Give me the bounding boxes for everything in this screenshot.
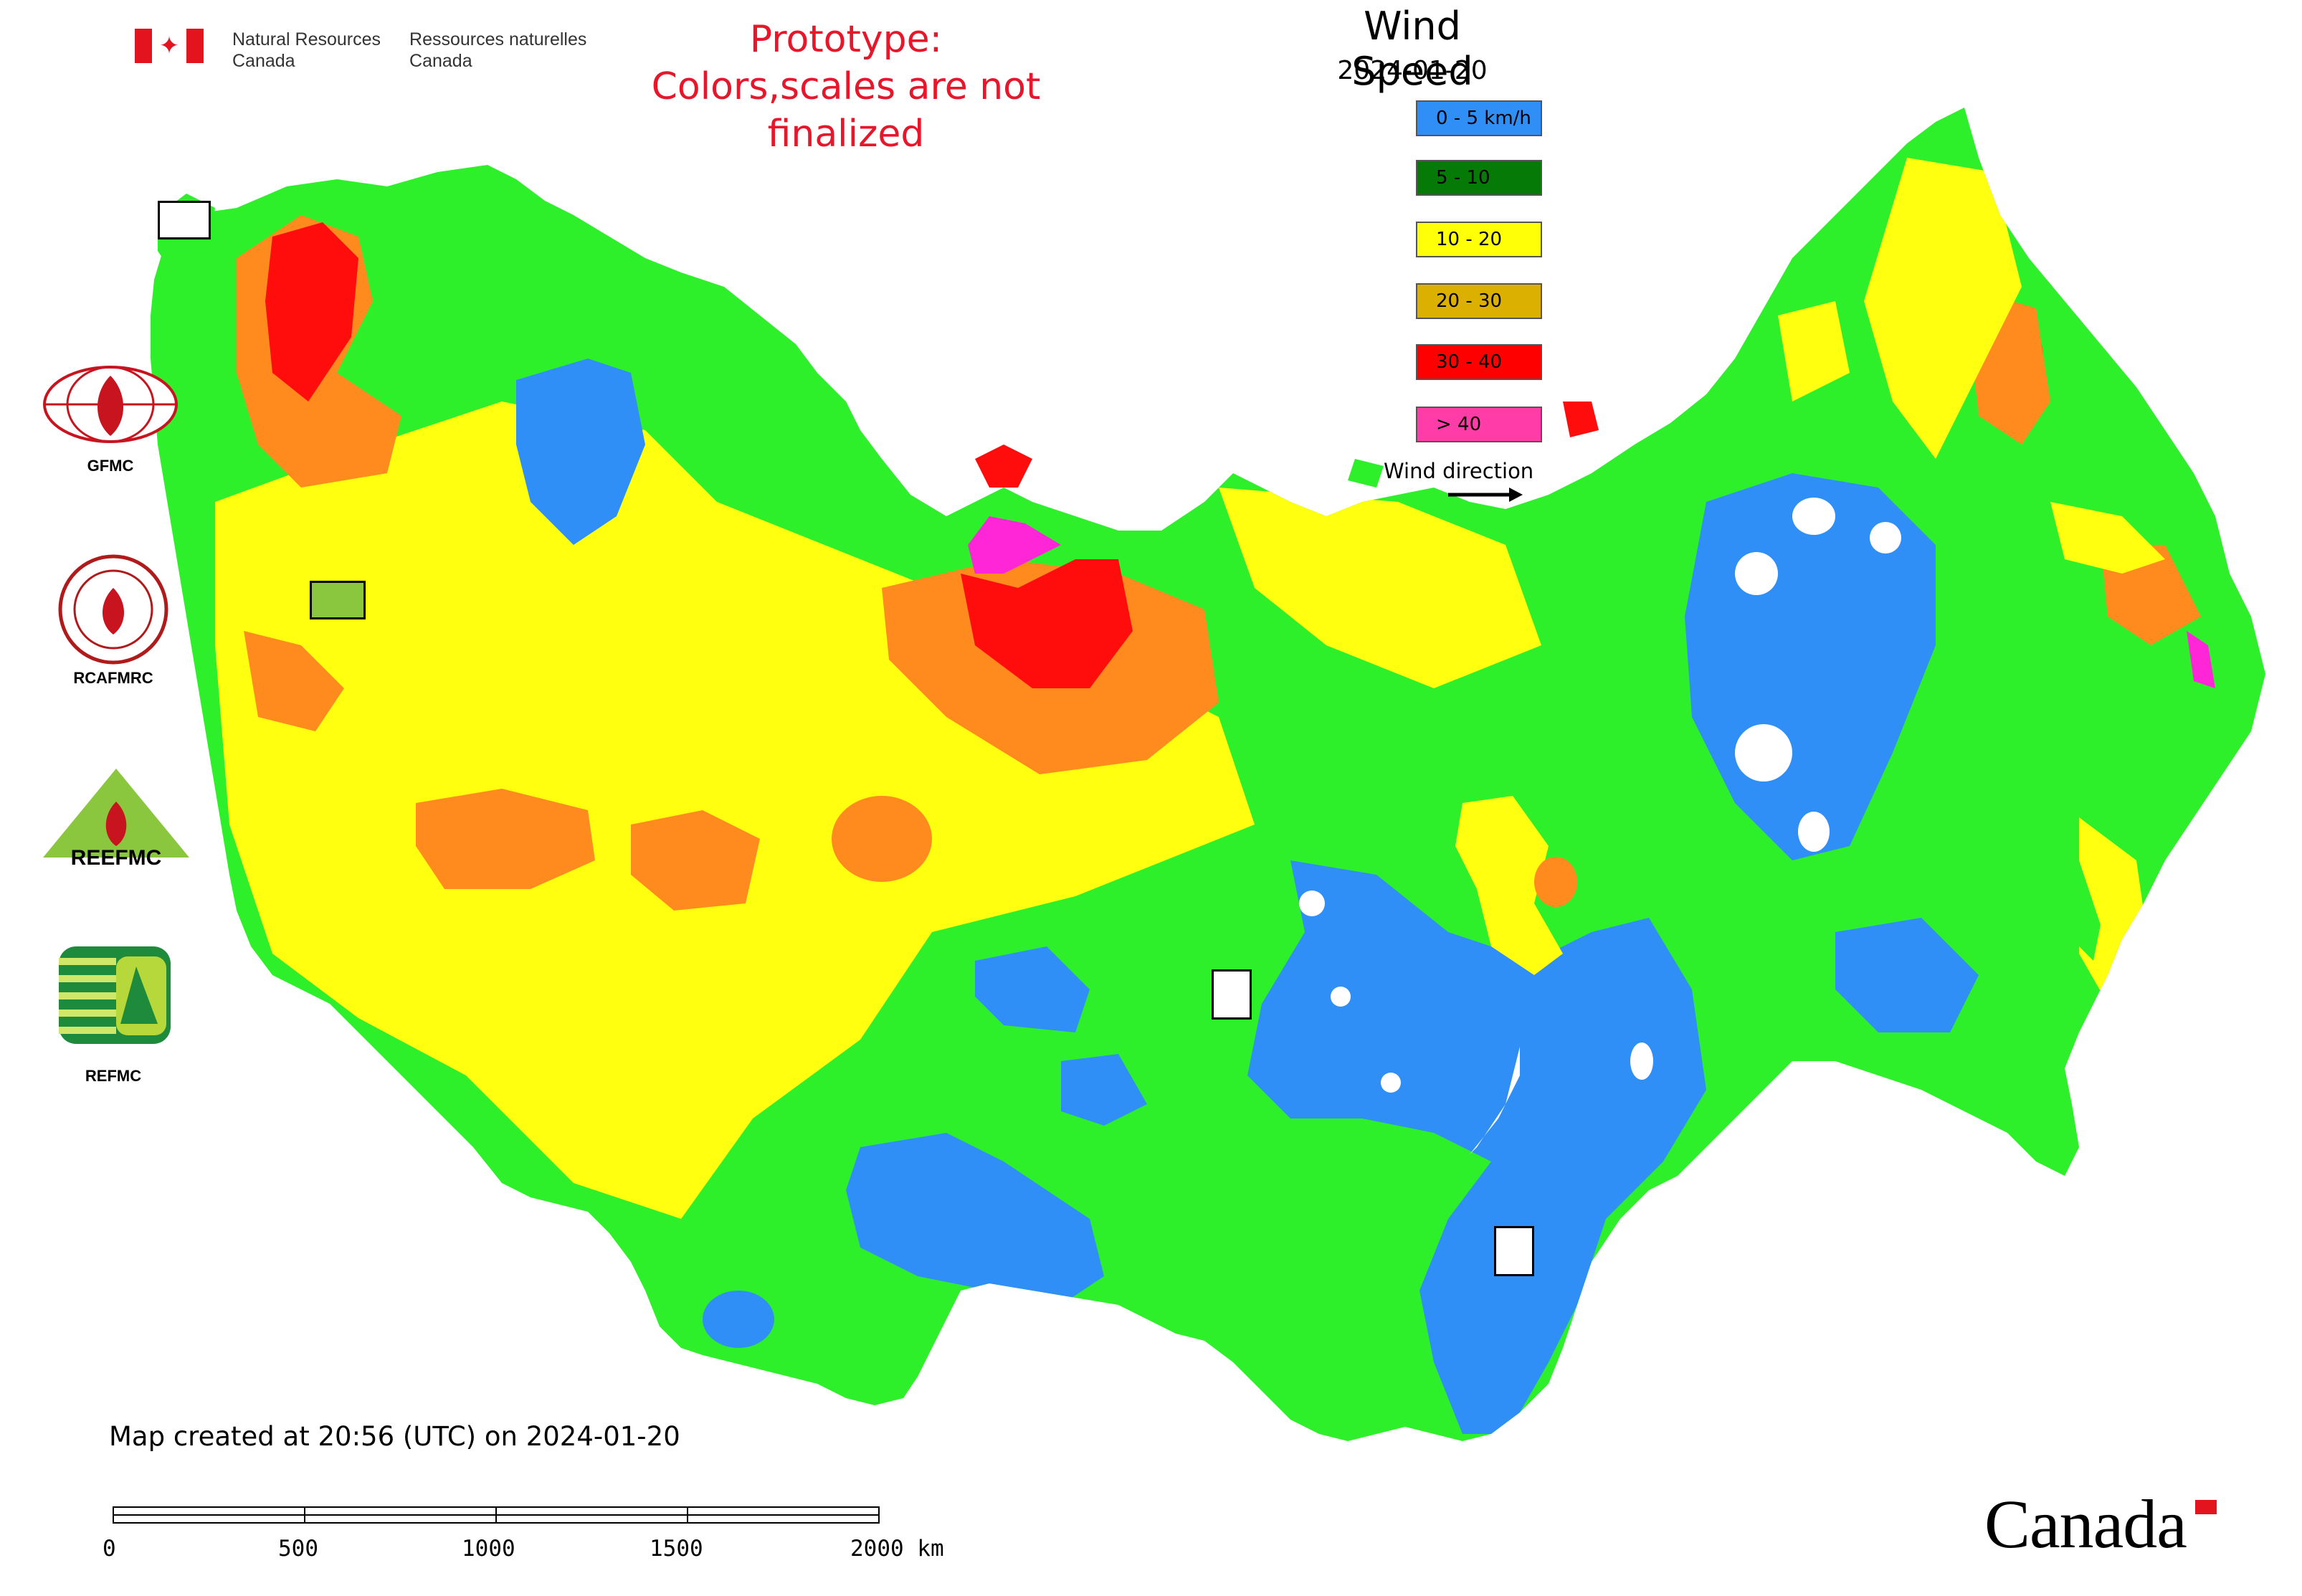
reefmc-label: REEFMC xyxy=(70,846,162,870)
legend-item-over-40: > 40 xyxy=(1416,407,1542,442)
gfmc-map-marker-icon xyxy=(158,201,211,239)
scale-tick-0: 0 xyxy=(103,1536,116,1562)
legend-item-30-40: 30 - 40 xyxy=(1416,344,1542,380)
dept-name-en: Natural Resources Canada xyxy=(232,29,381,71)
canada-wordmark: Canada xyxy=(1984,1486,2187,1562)
reefmc-logo-icon xyxy=(43,769,189,858)
legend-item-0-5: 0 - 5 km/h xyxy=(1416,100,1542,136)
rcafmrc-logo-icon xyxy=(58,554,168,665)
wordmark-flag-icon xyxy=(2195,1500,2217,1514)
nrcan-signature: ✦ Natural Resources Canada Ressources na… xyxy=(135,29,586,72)
legend-item-10-20: 10 - 20 xyxy=(1416,222,1542,257)
refmc-label: REFMC xyxy=(85,1067,142,1085)
scale-tick-500: 500 xyxy=(278,1536,318,1562)
legend-title: Wind Speed xyxy=(1351,4,1473,94)
legend-item-20-30: 20 - 30 xyxy=(1416,283,1542,319)
scale-tick-2000: 2000 km xyxy=(850,1536,944,1562)
rcafmrc-map-marker-icon xyxy=(1494,1226,1534,1276)
canada-flag-icon: ✦ xyxy=(135,29,204,63)
gfmc-logo-icon xyxy=(43,366,178,443)
rcafmrc-label: RCAFMRC xyxy=(73,669,153,687)
map-created-timestamp: Map created at 20:56 (UTC) on 2024-01-20 xyxy=(109,1421,680,1452)
refmc-logo-icon xyxy=(59,946,171,1044)
legend-date: 2024-01-20 xyxy=(1337,56,1488,85)
prototype-notice-line1: Prototype: xyxy=(749,18,943,61)
refmc-map-marker-icon xyxy=(1212,969,1252,1020)
legend-item-5-10: 5 - 10 xyxy=(1416,160,1542,196)
reefmc-map-marker-icon xyxy=(310,581,366,619)
prototype-notice-line2: Colors,scales are not finalized xyxy=(651,65,1041,156)
prototype-notice: Prototype: Colors,scales are not finaliz… xyxy=(645,16,1047,158)
scale-tick-1500: 1500 xyxy=(650,1536,703,1562)
scale-tick-1000: 1000 xyxy=(462,1536,515,1562)
gfmc-label: GFMC xyxy=(87,457,134,475)
wind-direction-label: Wind direction xyxy=(1384,459,1534,483)
dept-name-fr: Ressources naturelles Canada xyxy=(409,29,587,71)
